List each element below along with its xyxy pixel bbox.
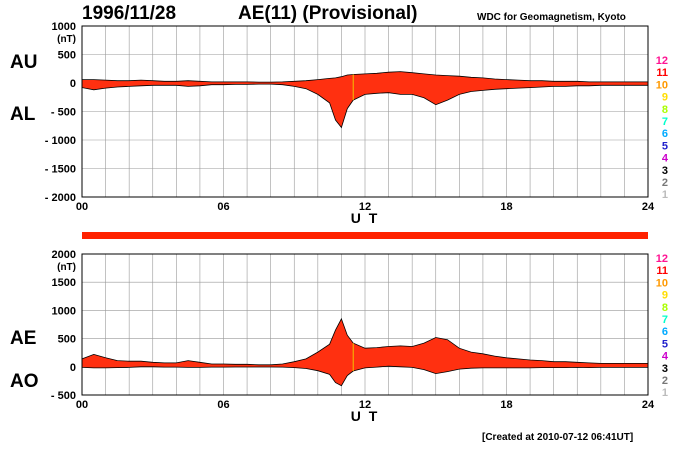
source-label: WDC for Geomagnetism, Kyoto — [477, 12, 626, 23]
station-scale-10: 10 — [656, 79, 668, 91]
station-scale-3: 3 — [662, 363, 668, 375]
station-scale-1: 1 — [662, 189, 668, 201]
station-scale-6: 6 — [662, 128, 668, 140]
station-scale-6: 6 — [662, 326, 668, 338]
station-scale-8: 8 — [662, 104, 668, 116]
station-scale-10: 10 — [656, 277, 668, 289]
y-tick-label: 1000 — [52, 21, 76, 33]
station-scale-2: 2 — [662, 375, 668, 387]
y-tick-label: - 1000 — [45, 135, 76, 147]
station-scale-11: 11 — [656, 265, 668, 277]
y-tick-label: - 500 — [51, 390, 76, 402]
station-scale-12: 12 — [656, 55, 668, 67]
station-scale-4: 4 — [662, 351, 669, 363]
station-scale-3: 3 — [662, 165, 668, 177]
created-timestamp: [Created at 2010-07-12 06:41UT] — [482, 432, 634, 443]
y-tick-label: 1000 — [52, 305, 76, 317]
station-scale-2: 2 — [662, 177, 668, 189]
x-tick-label: 00 — [76, 399, 88, 411]
x-tick-label: 12 — [359, 399, 371, 411]
y-tick-label: 0 — [70, 362, 76, 374]
station-scale-1: 1 — [662, 387, 668, 399]
station-scale-7: 7 — [662, 116, 668, 128]
x-tick-label: 00 — [76, 201, 88, 213]
y-tick-label: 0 — [70, 78, 76, 90]
y-tick-label: 1500 — [52, 277, 76, 289]
station-scale-8: 8 — [662, 302, 668, 314]
plot-frame — [81, 25, 649, 198]
plot-frame — [81, 253, 649, 396]
y-tick-label: - 1500 — [45, 164, 76, 176]
date-label: 1996/11/28 — [82, 3, 177, 24]
y-unit-label: (nT) — [57, 262, 76, 273]
y-tick-label: - 500 — [51, 107, 76, 119]
station-scale-7: 7 — [662, 314, 668, 326]
y-tick-label: 500 — [58, 334, 76, 346]
x-tick-label: 06 — [217, 399, 229, 411]
x-tick-label: 18 — [500, 399, 512, 411]
x-tick-label: 06 — [217, 201, 229, 213]
au-label: AU — [10, 52, 38, 73]
activity-status-bar — [82, 232, 648, 239]
x-tick-label: 24 — [642, 201, 655, 213]
x-tick-label: 18 — [500, 201, 512, 213]
station-scale-5: 5 — [662, 140, 668, 152]
y-unit-label: (nT) — [57, 34, 76, 45]
chart-title: AE(11) (Provisional) — [238, 3, 418, 24]
al-label: AL — [10, 104, 36, 125]
x-tick-label: 24 — [642, 399, 655, 411]
y-tick-label: 500 — [58, 50, 76, 62]
station-scale-5: 5 — [662, 338, 668, 350]
x-axis-label: U T — [351, 408, 380, 424]
station-scale-9: 9 — [662, 92, 668, 104]
x-axis-label: U T — [351, 210, 380, 226]
station-scale-12: 12 — [656, 253, 668, 265]
station-scale-4: 4 — [662, 153, 669, 165]
y-tick-label: - 2000 — [45, 192, 76, 204]
ao-label: AO — [10, 371, 39, 392]
x-tick-label: 12 — [359, 201, 371, 213]
station-scale-9: 9 — [662, 290, 668, 302]
y-tick-label: 2000 — [52, 249, 76, 261]
station-scale-11: 11 — [656, 67, 668, 79]
ae-label: AE — [10, 328, 37, 349]
